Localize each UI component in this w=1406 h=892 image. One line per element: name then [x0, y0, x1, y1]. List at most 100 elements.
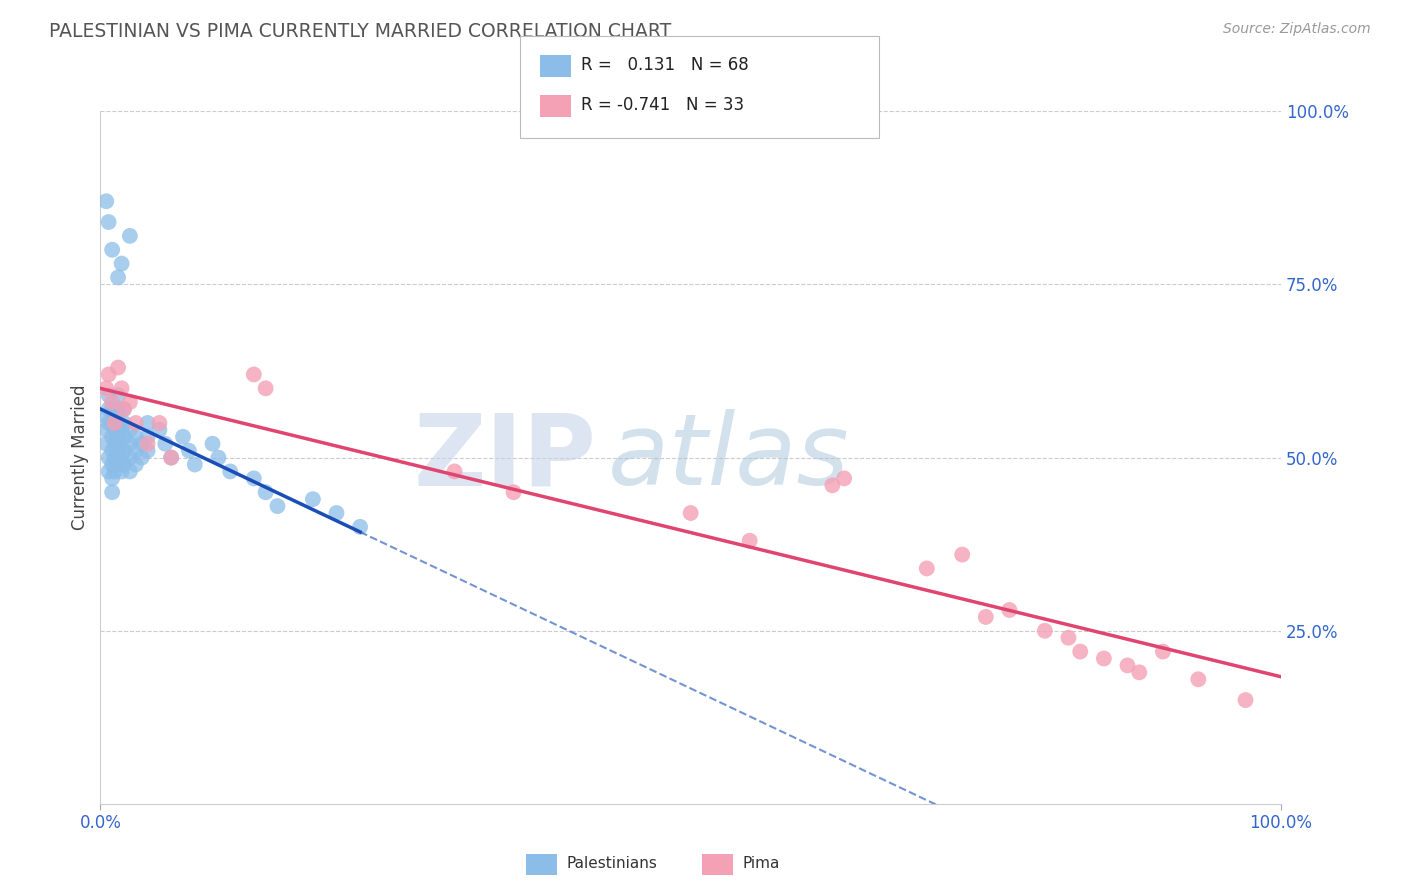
Point: [96, 381, 118, 395]
Point: [96, 409, 118, 423]
Point: [112, 430, 135, 444]
Point: [107, 443, 129, 458]
Point: [107, 388, 129, 402]
Point: [103, 416, 125, 430]
Point: [325, 506, 347, 520]
Point: [243, 368, 266, 382]
Point: [97, 416, 120, 430]
Point: [103, 423, 125, 437]
Point: [110, 465, 132, 479]
Point: [97, 368, 120, 382]
Point: [107, 402, 129, 417]
Point: [148, 416, 170, 430]
Point: [974, 610, 997, 624]
Point: [97, 215, 120, 229]
Point: [1069, 644, 1091, 658]
Point: [112, 416, 135, 430]
Point: [118, 450, 141, 465]
Point: [103, 409, 125, 423]
Point: [107, 416, 129, 430]
Point: [96, 194, 118, 209]
Point: [1092, 651, 1115, 665]
Point: [821, 478, 844, 492]
Point: [177, 443, 200, 458]
Point: [118, 395, 141, 409]
Point: [1033, 624, 1056, 638]
Point: [302, 492, 325, 507]
Point: [101, 243, 124, 257]
Point: [136, 416, 159, 430]
Point: [950, 548, 973, 562]
Point: [97, 388, 120, 402]
Point: [349, 520, 371, 534]
Point: [101, 443, 124, 458]
Point: [97, 450, 120, 465]
Point: [1128, 665, 1150, 680]
Point: [101, 485, 124, 500]
Point: [155, 436, 177, 450]
Point: [101, 395, 124, 409]
Point: [131, 450, 153, 465]
Point: [118, 465, 141, 479]
Point: [1234, 693, 1257, 707]
Text: PALESTINIAN VS PIMA CURRENTLY MARRIED CORRELATION CHART: PALESTINIAN VS PIMA CURRENTLY MARRIED CO…: [49, 22, 672, 41]
Point: [112, 458, 135, 472]
Point: [112, 402, 135, 417]
Point: [915, 561, 938, 575]
Point: [101, 402, 124, 417]
Text: R = -0.741   N = 33: R = -0.741 N = 33: [581, 96, 744, 114]
Point: [160, 450, 183, 465]
Point: [160, 450, 183, 465]
Point: [1152, 644, 1174, 658]
Point: [125, 458, 148, 472]
Point: [103, 436, 125, 450]
Point: [184, 458, 207, 472]
Point: [110, 257, 132, 271]
Point: [101, 430, 124, 444]
Point: [125, 443, 148, 458]
Point: [107, 360, 129, 375]
Point: [118, 228, 141, 243]
Point: [266, 499, 288, 513]
Point: [131, 436, 153, 450]
Point: [107, 430, 129, 444]
Text: R =   0.131   N = 68: R = 0.131 N = 68: [581, 56, 748, 74]
Point: [112, 402, 135, 417]
Point: [96, 423, 118, 437]
Point: [107, 270, 129, 285]
Point: [502, 485, 524, 500]
Point: [103, 465, 125, 479]
Point: [254, 381, 277, 395]
Point: [172, 430, 194, 444]
Point: [101, 416, 124, 430]
Point: [110, 423, 132, 437]
Point: [118, 423, 141, 437]
Point: [96, 436, 118, 450]
Point: [101, 458, 124, 472]
Text: Source: ZipAtlas.com: Source: ZipAtlas.com: [1223, 22, 1371, 37]
Point: [1187, 673, 1209, 687]
Text: Palestinians: Palestinians: [567, 856, 658, 871]
Point: [107, 458, 129, 472]
Point: [136, 430, 159, 444]
Text: ZIP: ZIP: [413, 409, 596, 506]
Point: [219, 465, 242, 479]
Point: [832, 471, 855, 485]
Point: [112, 443, 135, 458]
Point: [118, 436, 141, 450]
Point: [110, 450, 132, 465]
Point: [110, 436, 132, 450]
Point: [110, 381, 132, 395]
Point: [679, 506, 702, 520]
Point: [97, 402, 120, 417]
Point: [136, 436, 159, 450]
Point: [136, 443, 159, 458]
Point: [101, 471, 124, 485]
Point: [103, 450, 125, 465]
Point: [738, 533, 761, 548]
Y-axis label: Currently Married: Currently Married: [72, 384, 89, 531]
Point: [207, 450, 229, 465]
Point: [254, 485, 277, 500]
Point: [1057, 631, 1080, 645]
Point: [97, 465, 120, 479]
